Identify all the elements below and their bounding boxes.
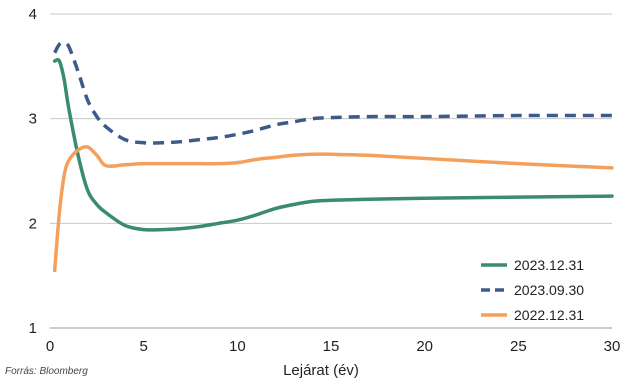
- series-line-2023.09.30: [53, 41, 613, 145]
- x-tick-label: 30: [604, 338, 621, 355]
- legend: 2023.12.31 2023.09.30 2022.12.31: [481, 257, 584, 323]
- legend-label: 2023.12.31: [514, 257, 584, 273]
- y-tick-label: 4: [29, 6, 37, 23]
- y-tick-label: 3: [29, 111, 37, 128]
- legend-label: 2022.12.31: [514, 307, 584, 323]
- legend-label: 2023.09.30: [514, 282, 584, 298]
- x-tick-label: 0: [46, 338, 54, 355]
- series-line-2022.12.31: [52, 144, 614, 273]
- x-axis-ticks: 0 5 10 15 20 25 30: [46, 338, 621, 355]
- y-tick-label: 1: [29, 320, 37, 337]
- y-tick-label: 2: [29, 215, 37, 232]
- x-tick-label: 15: [323, 338, 340, 355]
- series-lines: [52, 41, 614, 273]
- y-axis-ticks: 1 2 3 4: [29, 6, 37, 337]
- x-tick-label: 10: [229, 338, 246, 355]
- series-line-2023.12.31: [52, 58, 614, 232]
- x-tick-label: 20: [416, 338, 433, 355]
- x-axis-title: Lejárat (év): [283, 362, 359, 379]
- x-tick-label: 25: [510, 338, 527, 355]
- source-note: Forrás: Bloomberg: [5, 366, 88, 377]
- x-tick-label: 5: [139, 338, 147, 355]
